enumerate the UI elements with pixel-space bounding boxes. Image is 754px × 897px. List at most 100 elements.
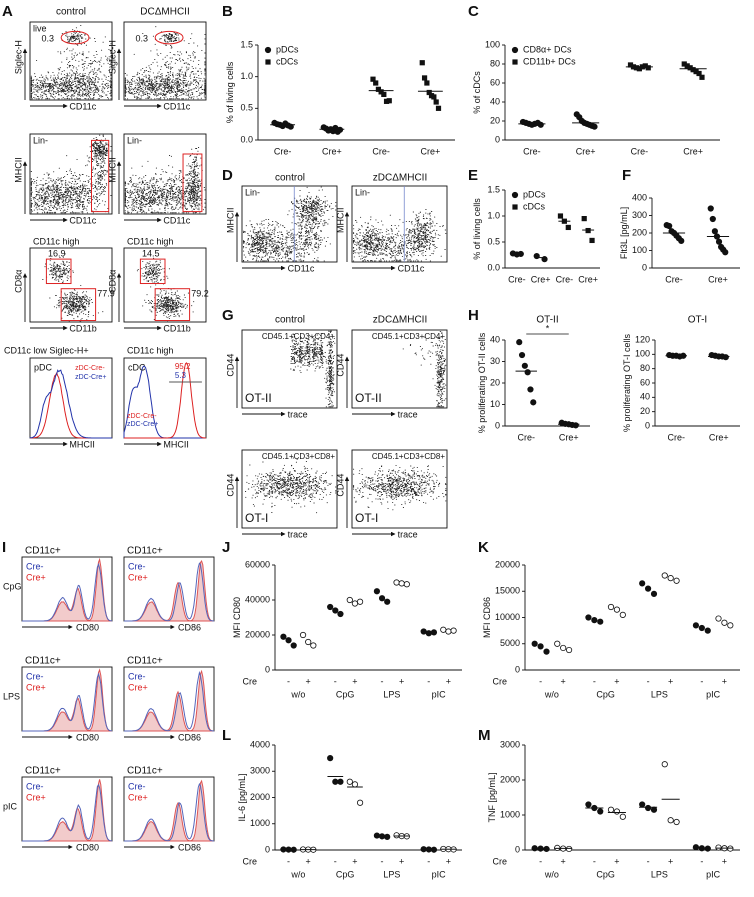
dot [384,598,391,605]
dot [356,799,364,806]
x-axis-label: CD80 [76,842,99,852]
dot [690,67,696,73]
y-axis-label: CD8α [13,270,23,293]
chart-title: OT-II [536,315,558,326]
dot [393,832,400,839]
y-tick-label: 300 [632,210,647,220]
x-sub-label: + [668,856,673,866]
x-sub-label: - [700,856,703,866]
gate-label: Lin- [245,187,260,197]
events [124,26,206,100]
events [352,209,447,262]
y-tick-label: 0 [495,420,500,430]
panel-letter: C [468,3,479,20]
gate [139,258,166,285]
dot [633,65,640,71]
y-tick-label: 1000 [250,818,270,828]
y-tick-label: 1.0 [487,210,500,220]
gate-label: live [33,23,47,33]
x-sub-label: - [647,856,650,866]
y-tick-label: 0.0 [487,262,500,272]
y-axis-label: IL-6 [pg/mL] [237,773,247,821]
x-tick-label: w/o [544,689,559,699]
y-tick-label: 200 [632,227,647,237]
events [42,253,104,322]
panel-letter: I [2,539,6,556]
gate-value: 16.9 [48,248,66,258]
y-tick-label: 4000 [250,739,270,749]
x-sub-title: Cre [242,676,257,686]
x-sub-label: + [306,676,311,686]
dot [430,629,438,636]
dot [699,74,705,80]
dot [565,845,573,853]
x-sub-label: - [334,856,337,866]
histogram-line [22,783,113,842]
dot [337,778,344,785]
y-tick-label: 120 [635,334,650,344]
dot [421,75,428,81]
events [244,457,337,514]
population-label: OT-II [355,391,382,405]
events [242,186,337,262]
events [136,257,199,322]
y-tick-label: 0.0 [240,134,253,144]
gate-value: 79.2 [191,288,209,298]
dot [560,644,567,652]
dot [722,354,729,361]
dot [589,237,595,244]
dot [565,224,571,231]
gate [45,258,72,285]
dot [585,227,591,234]
y-tick-label: 0.5 [487,236,500,246]
legend-entry: cDCs [276,56,298,66]
dot [727,622,734,629]
y-axis-label: MFI CD86 [482,597,492,638]
x-tick-label: Cre- [523,146,541,156]
dot [715,238,723,245]
dot [285,637,292,644]
y-tick-label: 20 [490,377,500,387]
stimulus-label: LPS [3,691,20,701]
legend-entry: Cre+ [26,682,46,692]
dot [585,614,592,621]
events [30,134,112,214]
x-tick-label: LPS [383,869,400,879]
dot [636,66,642,72]
plot-frame [351,449,448,529]
y-tick-label: 20 [490,115,500,125]
y-tick-label: 20000 [495,559,520,569]
dot [398,580,405,587]
dot [356,598,364,605]
dot [684,63,690,69]
x-sub-label: - [334,676,337,686]
dot [373,80,379,86]
dot [639,580,646,587]
dot [305,638,312,646]
legend-marker [265,59,271,65]
column-header: control [275,173,305,184]
dot [373,588,381,595]
gate-label: Lin- [355,187,370,197]
dot [419,60,425,66]
x-axis-label: CD86 [178,622,201,632]
dot [650,806,658,813]
dot [431,94,437,100]
y-axis-label: % of living cells [225,61,235,123]
x-sub-label: + [614,676,619,686]
y-axis-label: TNF [pg/mL] [487,772,497,822]
column-header: zDCΔMHCII [373,173,427,184]
dot [332,778,339,785]
gate-label: CD11c high [33,236,79,246]
dot [639,801,646,808]
y-axis-label: Siglec-H [107,40,117,74]
x-tick-label: pIC [432,689,447,699]
x-sub-label: - [287,856,290,866]
dot [591,123,598,130]
y-tick-label: 100 [485,39,500,49]
x-axis-label: CD11c [163,101,190,111]
dot [346,596,353,604]
panel-letter: F [622,167,631,184]
gate-label: CD45.1+CD3+CD4+ [262,332,335,341]
panel-letter: K [478,539,489,556]
